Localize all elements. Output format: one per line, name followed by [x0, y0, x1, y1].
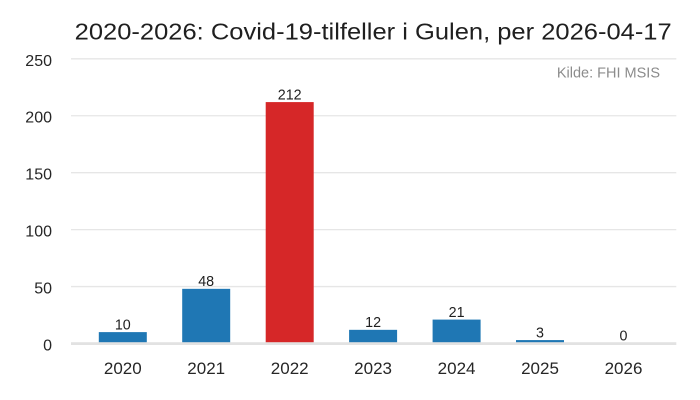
svg-text:0: 0: [43, 338, 52, 355]
svg-text:21: 21: [449, 305, 465, 321]
svg-text:2022: 2022: [271, 359, 309, 378]
svg-text:100: 100: [25, 224, 52, 241]
svg-text:50: 50: [34, 281, 52, 298]
svg-text:2024: 2024: [438, 359, 476, 378]
svg-text:Kilde: FHI MSIS: Kilde: FHI MSIS: [557, 66, 660, 82]
svg-text:2020: 2020: [104, 359, 142, 378]
svg-text:2023: 2023: [354, 359, 392, 378]
svg-text:2020-2026: Covid-19-tilfeller: 2020-2026: Covid-19-tilfeller i Gulen, p…: [75, 19, 672, 45]
svg-text:250: 250: [25, 53, 52, 70]
svg-text:2021: 2021: [187, 359, 225, 378]
svg-text:0: 0: [620, 329, 628, 345]
svg-text:3: 3: [536, 325, 544, 341]
svg-text:212: 212: [278, 87, 302, 103]
svg-text:150: 150: [25, 167, 52, 184]
svg-text:12: 12: [365, 315, 381, 331]
svg-text:2026: 2026: [605, 359, 643, 378]
svg-text:48: 48: [198, 274, 214, 290]
svg-text:2025: 2025: [521, 359, 559, 378]
svg-text:200: 200: [25, 110, 52, 127]
svg-text:10: 10: [115, 317, 131, 333]
